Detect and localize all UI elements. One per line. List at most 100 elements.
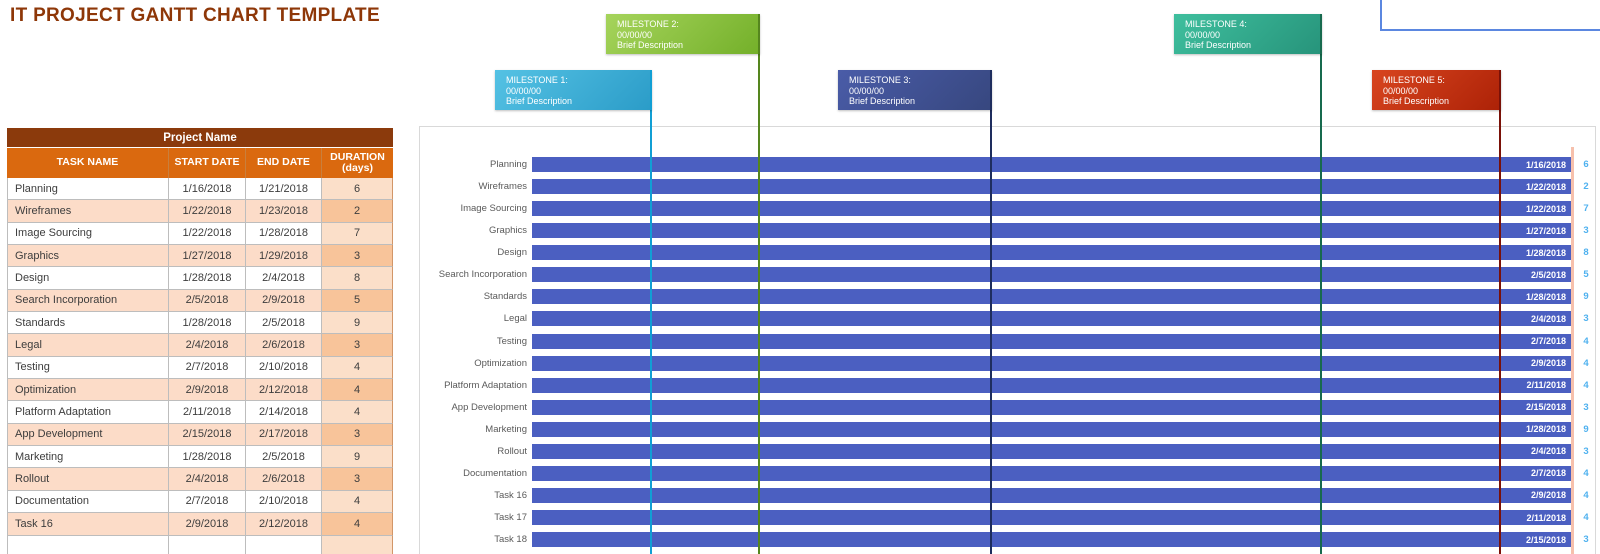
start-date-cell[interactable] <box>169 535 246 554</box>
duration-cell[interactable]: 2 <box>322 200 393 223</box>
start-date-cell[interactable]: 1/16/2018 <box>169 178 246 201</box>
gantt-row-label: App Development <box>451 401 527 413</box>
end-date-cell[interactable]: 2/12/2018 <box>246 379 322 402</box>
end-date-cell[interactable]: 2/14/2018 <box>246 401 322 424</box>
task-name-cell[interactable]: Testing <box>7 356 169 380</box>
gantt-bar[interactable]: 2/5/2018 <box>532 267 1571 283</box>
end-date-cell[interactable]: 1/23/2018 <box>246 200 322 223</box>
start-date-cell[interactable]: 1/22/2018 <box>169 200 246 223</box>
start-date-cell[interactable]: 2/7/2018 <box>169 356 246 380</box>
task-name-cell[interactable]: App Development <box>7 423 169 447</box>
duration-cell[interactable]: 3 <box>322 245 393 268</box>
gantt-row-label: Platform Adaptation <box>444 379 527 391</box>
column-header-row: TASK NAME START DATE END DATE DURATION (… <box>7 148 393 178</box>
milestone-flag-1[interactable]: MILESTONE 1: 00/00/00 Brief Description <box>495 70 652 110</box>
gantt-bar[interactable]: 2/11/2018 <box>532 510 1571 525</box>
duration-cell[interactable]: 9 <box>322 312 393 335</box>
start-date-cell[interactable]: 2/15/2018 <box>169 423 246 447</box>
start-date-cell[interactable]: 1/22/2018 <box>169 222 246 246</box>
end-date-cell[interactable]: 1/29/2018 <box>246 245 322 268</box>
gantt-bar[interactable]: 2/15/2018 <box>532 399 1571 415</box>
gantt-row-label: Planning <box>490 159 527 170</box>
duration-cell[interactable]: 6 <box>322 178 393 201</box>
task-name-cell[interactable]: Optimization <box>7 379 169 402</box>
duration-cell[interactable]: 4 <box>322 490 393 514</box>
end-date-cell[interactable]: 2/17/2018 <box>246 423 322 447</box>
task-name-cell[interactable]: Legal <box>7 334 169 357</box>
task-name-cell[interactable]: Documentation <box>7 490 169 514</box>
duration-cell[interactable]: 5 <box>322 289 393 313</box>
task-name-cell[interactable]: Planning <box>7 178 169 201</box>
duration-cell[interactable]: 4 <box>322 356 393 380</box>
task-name-cell[interactable]: Image Sourcing <box>7 222 169 246</box>
task-name-cell[interactable]: Marketing <box>7 446 169 469</box>
start-date-cell[interactable]: 2/4/2018 <box>169 468 246 491</box>
task-name-cell[interactable]: Platform Adaptation <box>7 401 169 424</box>
duration-cell[interactable]: 3 <box>322 423 393 447</box>
gantt-bar[interactable]: 2/4/2018 <box>532 443 1571 459</box>
task-name-cell[interactable]: Graphics <box>7 245 169 268</box>
gantt-bar[interactable]: 1/16/2018 <box>532 157 1571 172</box>
column-header-task-name[interactable]: TASK NAME <box>7 148 169 178</box>
start-date-cell[interactable]: 1/28/2018 <box>169 446 246 469</box>
end-date-cell[interactable]: 2/6/2018 <box>246 334 322 357</box>
duration-cell[interactable]: 3 <box>322 468 393 491</box>
task-name-cell[interactable]: Task 16 <box>7 513 169 536</box>
task-name-cell[interactable]: Wireframes <box>7 200 169 223</box>
duration-cell[interactable] <box>322 535 393 554</box>
column-header-end-date[interactable]: END DATE <box>246 148 322 178</box>
start-date-cell[interactable]: 1/27/2018 <box>169 245 246 268</box>
end-date-cell[interactable] <box>246 535 322 554</box>
end-date-cell[interactable]: 2/10/2018 <box>246 490 322 514</box>
end-date-cell[interactable]: 2/5/2018 <box>246 312 322 335</box>
gantt-bar[interactable]: 1/22/2018 <box>532 179 1571 195</box>
task-name-cell[interactable]: Standards <box>7 312 169 335</box>
milestone-flag-2[interactable]: MILESTONE 2: 00/00/00 Brief Description <box>606 14 760 54</box>
end-date-cell[interactable]: 2/10/2018 <box>246 356 322 380</box>
task-name-cell[interactable]: Search Incorporation <box>7 289 169 313</box>
column-header-duration[interactable]: DURATION (days) <box>330 150 385 174</box>
column-header-start-date[interactable]: START DATE <box>169 148 246 178</box>
end-date-cell[interactable]: 2/4/2018 <box>246 267 322 290</box>
duration-cell[interactable]: 4 <box>322 513 393 536</box>
start-date-cell[interactable]: 2/5/2018 <box>169 289 246 313</box>
gantt-bar[interactable]: 1/22/2018 <box>532 201 1571 217</box>
end-date-cell[interactable]: 1/28/2018 <box>246 222 322 246</box>
gantt-bar[interactable]: 1/28/2018 <box>532 289 1571 305</box>
duration-cell[interactable]: 7 <box>322 222 393 246</box>
start-date-cell[interactable]: 2/4/2018 <box>169 334 246 357</box>
gantt-bar[interactable]: 2/11/2018 <box>532 377 1571 393</box>
gantt-bar[interactable]: 2/7/2018 <box>532 465 1571 481</box>
gantt-bar[interactable]: 1/28/2018 <box>532 421 1571 437</box>
end-date-cell[interactable]: 2/5/2018 <box>246 446 322 469</box>
start-date-cell[interactable]: 1/28/2018 <box>169 312 246 335</box>
gantt-bar[interactable]: 1/28/2018 <box>532 245 1571 261</box>
gantt-bar[interactable]: 2/15/2018 <box>532 532 1571 547</box>
end-date-cell[interactable]: 2/9/2018 <box>246 289 322 313</box>
end-date-cell[interactable]: 1/21/2018 <box>246 178 322 201</box>
milestone-flag-5[interactable]: MILESTONE 5: 00/00/00 Brief Description <box>1372 70 1501 110</box>
milestone-flag-4[interactable]: MILESTONE 4: 00/00/00 Brief Description <box>1174 14 1322 54</box>
duration-cell[interactable]: 4 <box>322 379 393 402</box>
start-date-cell[interactable]: 1/28/2018 <box>169 267 246 290</box>
gantt-bar[interactable]: 2/4/2018 <box>532 311 1571 327</box>
end-date-cell[interactable]: 2/12/2018 <box>246 513 322 536</box>
duration-cell[interactable]: 4 <box>322 401 393 424</box>
gantt-bar[interactable]: 2/9/2018 <box>532 355 1571 371</box>
gantt-bar[interactable]: 1/27/2018 <box>532 223 1571 239</box>
task-name-cell[interactable]: Rollout <box>7 468 169 491</box>
duration-cell[interactable]: 9 <box>322 446 393 469</box>
end-date-cell[interactable]: 2/6/2018 <box>246 468 322 491</box>
gantt-bar[interactable]: 2/7/2018 <box>532 333 1571 349</box>
duration-cell[interactable]: 8 <box>322 267 393 290</box>
start-date-cell[interactable]: 2/9/2018 <box>169 379 246 402</box>
duration-cell[interactable]: 3 <box>322 334 393 357</box>
milestone-flag-3[interactable]: MILESTONE 3: 00/00/00 Brief Description <box>838 70 992 110</box>
gantt-bar[interactable]: 2/9/2018 <box>532 487 1571 503</box>
project-name-header[interactable]: Project Name <box>7 128 393 148</box>
task-name-cell[interactable]: Design <box>7 267 169 290</box>
start-date-cell[interactable]: 2/7/2018 <box>169 490 246 514</box>
start-date-cell[interactable]: 2/11/2018 <box>169 401 246 424</box>
task-name-cell[interactable] <box>7 535 169 554</box>
start-date-cell[interactable]: 2/9/2018 <box>169 513 246 536</box>
